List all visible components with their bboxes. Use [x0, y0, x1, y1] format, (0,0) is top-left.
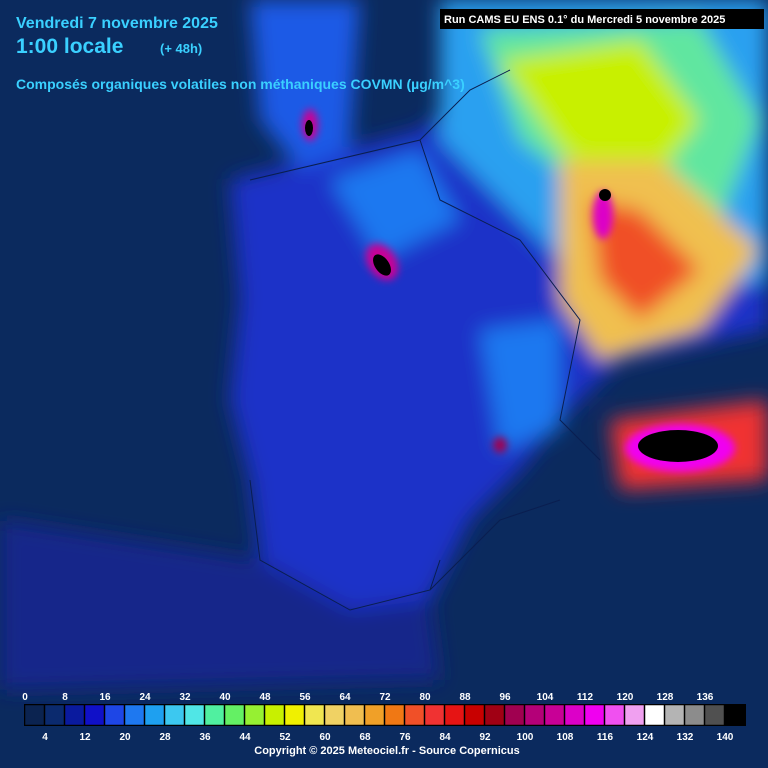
legend-label: 56: [299, 692, 311, 703]
legend-label: 96: [499, 692, 511, 703]
legend-swatch: [104, 704, 125, 726]
legend-swatch: [44, 704, 65, 726]
legend-label: 24: [139, 692, 151, 703]
legend-label: 84: [439, 732, 451, 743]
peak: [305, 120, 313, 136]
legend-swatch: [504, 704, 525, 726]
legend-swatch: [64, 704, 85, 726]
legend-label: 60: [319, 732, 331, 743]
legend-label: 116: [597, 732, 614, 743]
legend-swatch: [24, 704, 45, 726]
legend-swatch: [524, 704, 545, 726]
legend-label: 76: [399, 732, 411, 743]
legend-label: 120: [617, 692, 634, 703]
legend-swatch: [444, 704, 465, 726]
borders: [249, 69, 601, 611]
legend-swatch: [724, 704, 745, 726]
legend-label: 4: [42, 732, 48, 743]
legend-swatch: [584, 704, 605, 726]
legend-swatch: [484, 704, 505, 726]
peak: [599, 189, 611, 201]
legend-swatch: [244, 704, 265, 726]
legend-swatch: [184, 704, 205, 726]
legend-swatch: [144, 704, 165, 726]
legend-label: 88: [459, 692, 471, 703]
legend-swatch: [364, 704, 385, 726]
legend-swatch: [124, 704, 145, 726]
legend-swatch: [224, 704, 245, 726]
legend-label: 132: [677, 732, 694, 743]
legend-swatch: [424, 704, 445, 726]
legend-label: 44: [239, 732, 251, 743]
legend-swatch: [404, 704, 425, 726]
legend-label: 100: [517, 732, 534, 743]
legend-swatch: [304, 704, 325, 726]
legend-label: 32: [179, 692, 191, 703]
legend-label: 92: [479, 732, 491, 743]
legend-swatch: [264, 704, 285, 726]
legend-swatch: [704, 704, 725, 726]
legend-label: 36: [199, 732, 211, 743]
legend-swatch: [644, 704, 665, 726]
legend-label: 104: [537, 692, 554, 703]
legend-label: 112: [577, 692, 594, 703]
legend-swatch: [324, 704, 345, 726]
copyright: Copyright © 2025 Meteociel.fr - Source C…: [254, 745, 519, 757]
legend-swatch: [624, 704, 645, 726]
legend-label: 64: [339, 692, 351, 703]
legend-label: 12: [79, 732, 91, 743]
legend-label: 68: [359, 732, 371, 743]
legend-label: 8: [62, 692, 68, 703]
legend-swatch: [604, 704, 625, 726]
legend-swatch: [384, 704, 405, 726]
legend-label: 140: [717, 732, 734, 743]
legend-label: 52: [279, 732, 291, 743]
legend-swatch: [204, 704, 225, 726]
peak: [373, 254, 391, 276]
legend-swatch: [564, 704, 585, 726]
run-box: [440, 9, 764, 29]
land-field: [0, 0, 768, 690]
legend-label: 80: [419, 692, 431, 703]
time: 1:00 locale: [16, 35, 123, 58]
legend-label: 48: [259, 692, 271, 703]
peak: [638, 430, 718, 462]
legend-label: 40: [219, 692, 231, 703]
legend-label: 124: [637, 732, 654, 743]
variable: Composés organiques volatiles non méthan…: [16, 76, 465, 92]
legend-swatch: [84, 704, 105, 726]
legend-label: 20: [119, 732, 131, 743]
run-info: Run CAMS EU ENS 0.1° du Mercredi 5 novem…: [444, 14, 725, 26]
legend-swatch: [684, 704, 705, 726]
legend-label: 108: [557, 732, 574, 743]
legend-swatch: [164, 704, 185, 726]
legend-swatch: [284, 704, 305, 726]
legend-swatch: [464, 704, 485, 726]
legend-swatch: [544, 704, 565, 726]
legend-label: 28: [159, 732, 171, 743]
legend-label: 0: [22, 692, 28, 703]
legend-label: 72: [379, 692, 391, 703]
legend-label: 16: [99, 692, 111, 703]
lead-time: (+ 48h): [160, 41, 202, 56]
legend-label: 128: [657, 692, 674, 703]
date: Vendredi 7 novembre 2025: [16, 15, 218, 32]
legend-label: 136: [697, 692, 714, 703]
legend-swatch: [664, 704, 685, 726]
legend-swatch: [344, 704, 365, 726]
